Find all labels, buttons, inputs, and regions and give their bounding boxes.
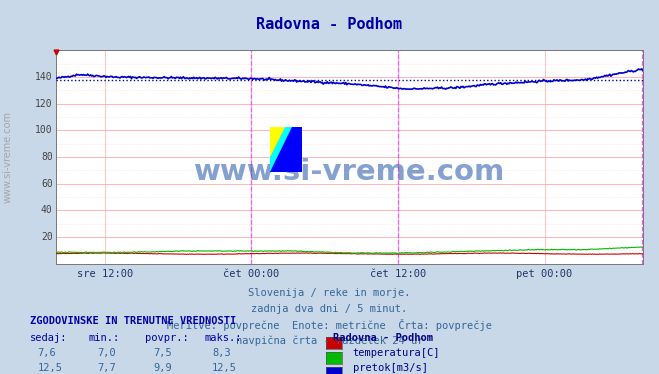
Text: 12,5: 12,5	[212, 363, 237, 373]
Polygon shape	[270, 127, 292, 172]
Text: 7,6: 7,6	[38, 348, 56, 358]
Text: Radovna - Podhom: Radovna - Podhom	[333, 333, 433, 343]
Text: Radovna - Podhom: Radovna - Podhom	[256, 17, 403, 32]
Text: maks.:: maks.:	[204, 333, 242, 343]
Text: www.si-vreme.com: www.si-vreme.com	[3, 111, 13, 203]
Text: ZGODOVINSKE IN TRENUTNE VREDNOSTI: ZGODOVINSKE IN TRENUTNE VREDNOSTI	[30, 316, 236, 326]
Text: 7,0: 7,0	[97, 348, 115, 358]
Text: navpična črta - razdelek 24 ur: navpična črta - razdelek 24 ur	[236, 335, 423, 346]
Text: zadnja dva dni / 5 minut.: zadnja dva dni / 5 minut.	[251, 304, 408, 314]
Polygon shape	[270, 127, 286, 159]
Text: Meritve: povprečne  Enote: metrične  Črta: povprečje: Meritve: povprečne Enote: metrične Črta:…	[167, 319, 492, 331]
Text: 20: 20	[41, 232, 53, 242]
Text: 60: 60	[41, 179, 53, 189]
Text: 12,5: 12,5	[38, 363, 63, 373]
Text: 7,5: 7,5	[153, 348, 171, 358]
Text: min.:: min.:	[89, 333, 120, 343]
Text: Slovenija / reke in morje.: Slovenija / reke in morje.	[248, 288, 411, 298]
Text: www.si-vreme.com: www.si-vreme.com	[194, 158, 505, 186]
Text: 9,9: 9,9	[153, 363, 171, 373]
Text: povpr.:: povpr.:	[145, 333, 188, 343]
Text: pretok[m3/s]: pretok[m3/s]	[353, 363, 428, 373]
Text: 140: 140	[35, 72, 53, 82]
Text: 40: 40	[41, 205, 53, 215]
Text: temperatura[C]: temperatura[C]	[353, 348, 440, 358]
Polygon shape	[270, 127, 302, 172]
Text: čet 12:00: čet 12:00	[370, 269, 426, 279]
Text: 8,3: 8,3	[212, 348, 231, 358]
Text: pet 00:00: pet 00:00	[517, 269, 573, 279]
Text: sre 12:00: sre 12:00	[76, 269, 133, 279]
Text: čet 00:00: čet 00:00	[223, 269, 279, 279]
Text: 120: 120	[35, 99, 53, 109]
Text: 7,7: 7,7	[97, 363, 115, 373]
Text: 100: 100	[35, 125, 53, 135]
Text: sedaj:: sedaj:	[30, 333, 67, 343]
Text: 80: 80	[41, 152, 53, 162]
